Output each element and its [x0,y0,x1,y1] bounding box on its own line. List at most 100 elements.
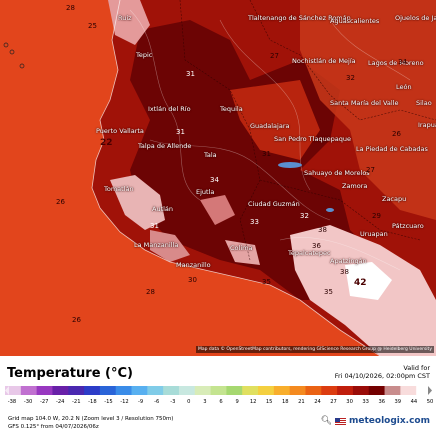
city-label-apatzingan[interactable]: Apatzingán [330,257,367,265]
city-label-san-pedro[interactable]: San Pedro Tlaquepaque [274,135,352,143]
city-label-tepic[interactable]: Tepic [136,51,153,59]
scale-tick-label: -21 [72,399,81,405]
brand-logo[interactable]: meteologix.com [349,416,430,426]
temperature-value: 25 [88,22,97,30]
valid-time: Fri 04/10/2026, 02:00pm CST [334,372,430,380]
city-label-aguascalientes[interactable]: Aguascalientes [330,17,380,25]
city-label-ojuelos[interactable]: Ojuelos de Jalisco [395,14,436,22]
temperature-value: 28 [66,4,75,12]
city-label-ruiz[interactable]: Ruiz [118,14,132,22]
city-label-tequila[interactable]: Tequila [220,105,243,113]
scale-segment [258,386,275,395]
scale-segment [5,386,22,395]
scale-segment [210,386,227,395]
cool-plateau-region [300,0,436,220]
city-label-ixtlan[interactable]: Ixtlán del Río [148,105,191,113]
temperature-value: 27 [270,52,279,60]
city-label-lagos[interactable]: Lagos de Moreno [368,59,424,67]
city-label-guadalajara[interactable]: Guadalajara [250,122,290,130]
scale-segment [131,386,148,395]
temperature-value: 32 [346,74,355,82]
city-label-santa-maria[interactable]: Santa María del Valle [330,99,399,107]
city-label-la-piedad[interactable]: La Piedad de Cabadas [356,145,428,153]
city-label-zamora[interactable]: Zamora [342,182,368,190]
temperature-value: 31 [186,70,195,78]
temperature-value: 26 [392,130,401,138]
temperature-value: 30 [188,276,197,284]
temperature-value: 26 [56,198,65,206]
scale-segment [147,386,164,395]
island-marker [3,42,9,48]
heat-core-region [345,262,392,300]
scale-segment [352,386,370,395]
scale-tick-label: -15 [104,399,113,405]
city-label-uruapan[interactable]: Uruapan [360,230,388,238]
city-label-tomatlan[interactable]: Tomatlán [104,185,134,193]
scale-tick-label: 33 [362,399,369,405]
lake-chapala [278,162,302,168]
scale-segment [337,386,354,395]
isotherm-lines [129,9,411,271]
island-marker [19,63,25,69]
scale-segment [68,386,85,395]
city-label-colima[interactable]: Colima [230,244,253,252]
warm-band-region [230,80,320,160]
city-label-silao[interactable]: Silao [416,99,432,107]
scale-tick-label: 24 [314,399,321,405]
city-label-sahuayo[interactable]: Sahuayo de Morelos [304,169,370,177]
temperature-value: 34 [210,176,219,184]
temperature-value: 38 [340,268,349,276]
scale-segment [226,386,243,395]
scale-tick-label: -38 [7,399,17,405]
city-label-tlaltenango[interactable]: Tlaltenango de Sánchez Román [248,14,351,22]
color-scale-bar [5,386,432,395]
lake-patzcuaro [326,208,334,212]
magnifier-icon[interactable]: 🔍︎ [320,416,332,426]
scale-segment [52,386,69,395]
scale-segment [115,386,133,395]
scale-tick-label: 36 [378,399,386,405]
coastline [91,0,381,356]
scale-tick-label: 27 [330,399,337,405]
temperature-value: 33 [250,218,259,226]
city-label-ejutla[interactable]: Ejutla [196,188,215,196]
city-label-patzcuaro[interactable]: Pátzcuaro [392,222,424,230]
temperature-value: 22 [100,138,113,148]
city-label-ciudad-guzman[interactable]: Ciudad Guzmán [248,200,300,208]
highland-pocket-north [108,0,150,45]
scale-segment [194,386,212,395]
city-label-tepalcatepec[interactable]: Tepalcatepec [288,249,331,257]
city-label-manzanillo[interactable]: Manzanillo [176,261,211,269]
island-marker [9,49,15,55]
temperature-value: 32 [300,212,309,220]
scale-tick-label: -9 [138,399,144,405]
city-label-zacapu[interactable]: Zacapu [382,195,407,203]
temperature-value: 26 [72,316,81,324]
scale-tick-label: -6 [154,399,160,405]
scale-tick-labels: -38 -30 -27 -24 -21 -18 -15 -12 -9 -6 -3 0 3 6 9 12 15 18… [0,399,436,407]
highland-pocket-west [110,175,165,230]
scale-segment [384,386,401,395]
city-label-autlan[interactable]: Autlán [152,205,174,213]
temperature-value: 31 [176,128,185,136]
temperature-map[interactable]: Tlaltenango de Sánchez Román Aguascalien… [0,0,436,356]
highland-pocket-center [200,195,235,225]
city-label-irapuato[interactable]: Irapuato [418,121,436,129]
city-label-tala[interactable]: Tala [204,151,217,159]
highland-pocket-colima [225,240,260,265]
temperature-value: 35 [262,278,271,286]
map-attribution[interactable]: Map data © OpenStreetMap contributors, r… [196,346,434,353]
city-label-puerto-vallarta[interactable]: Puerto Vallarta [96,127,144,135]
city-label-talpa[interactable]: Talpa de Allende [138,142,192,150]
city-label-la-manzanilla[interactable]: La Manzanilla [134,241,179,249]
scale-tick-label: -30 [23,399,33,405]
city-label-nochistlan[interactable]: Nochistlán de Mejía [292,57,356,65]
temperature-value: 28 [146,288,155,296]
scale-segment [289,386,307,395]
scale-segment [84,386,101,395]
brand-block[interactable]: 🔍︎ meteologix.com [321,416,430,426]
city-label-leon[interactable]: León [396,83,412,91]
us-flag-icon[interactable] [335,417,346,425]
scale-tick-label: 6 [219,399,223,405]
scale-tick-label: 18 [281,399,289,405]
